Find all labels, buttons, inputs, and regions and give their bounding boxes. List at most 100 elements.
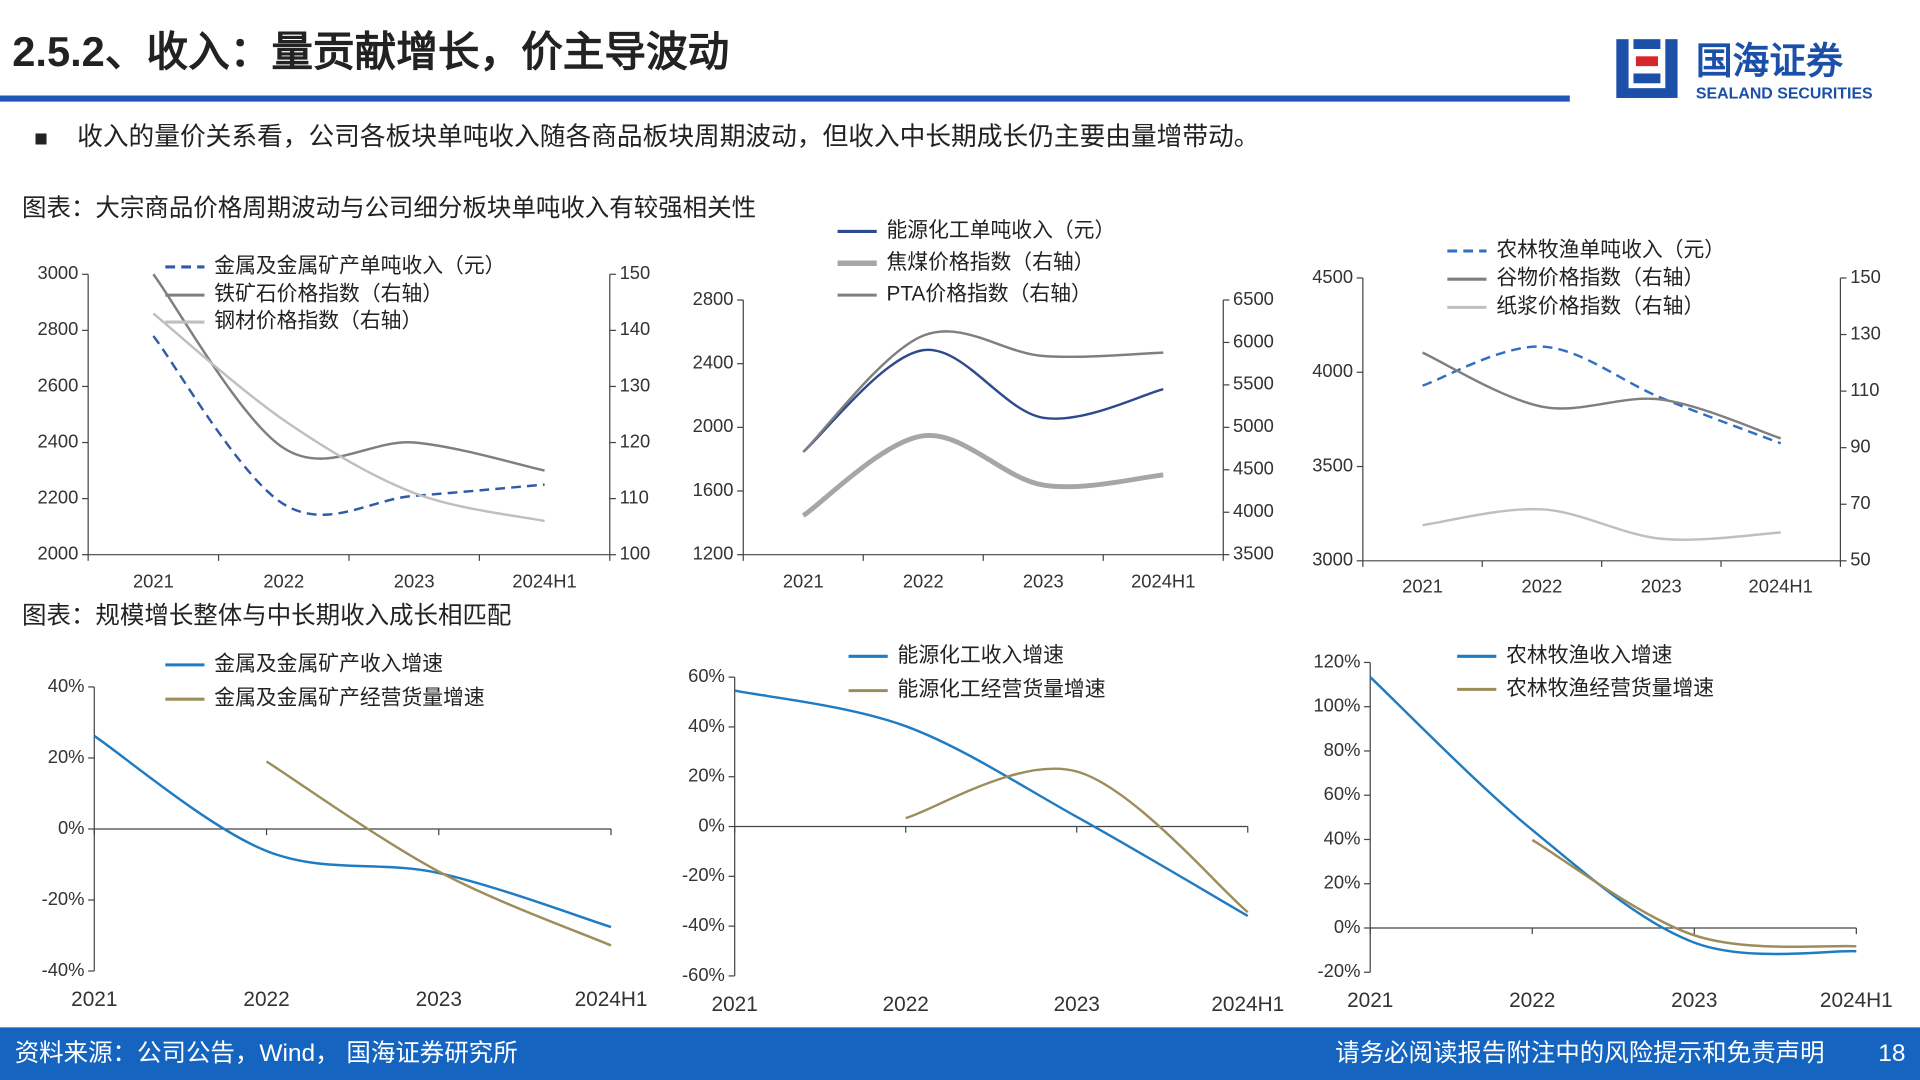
legend-label: 能源化工收入增速 [898,644,1064,667]
legend-label: 铁矿石价格指数（右轴） [214,283,443,306]
y-tick-label: 2800 [38,318,79,339]
series-line [93,734,612,929]
y-tick-label: 20% [688,765,725,786]
legend-label: 农林牧渔收入增速 [1506,644,1672,667]
y2-tick-label: 5500 [1233,373,1274,394]
y-tick-label: 4000 [1312,360,1353,381]
legend-label: 金属及金属矿产收入增速 [214,652,443,675]
y2-tick-label: 130 [1850,322,1881,343]
x-tick-label: 2021 [71,988,117,1011]
y2-tick-label: 70 [1850,492,1870,513]
x-tick-label: 2022 [243,988,289,1011]
y-tick-label: -20% [1318,960,1361,981]
x-tick-label: 2021 [133,571,174,592]
legend-label: 能源化工经营货量增速 [898,678,1106,701]
legend-label: 焦煤价格指数（右轴） [887,251,1095,274]
series-line [152,273,545,472]
y-tick-label: 40% [48,675,85,696]
y-tick-label: 0% [1334,916,1361,937]
y-tick-label: 3000 [38,262,79,283]
x-tick-label: 2023 [1054,993,1100,1016]
bullet-text: 收入的量价关系看，公司各板块单吨收入随各商品板块周期波动，但收入中长期成长仍主要… [77,122,1259,151]
series-line [802,348,1164,453]
series-line [1422,345,1782,445]
y-tick-label: 1600 [693,479,734,500]
x-tick-label: 2022 [1509,989,1555,1012]
legend-label: PTA价格指数（右轴） [887,283,1092,306]
y-tick-label: 20% [1324,872,1361,893]
logo-subtitle: SEALAND SECURITIES [1696,85,1873,102]
x-tick-label: 2021 [1402,576,1443,597]
y-tick-label: 0% [58,817,85,838]
y-tick-label: 40% [688,715,725,736]
y-tick-label: 40% [1324,827,1361,848]
legend-label: 农林牧渔经营货量增速 [1506,677,1714,700]
logo-name: 国海证券 [1696,40,1843,81]
y-tick-label: 0% [698,814,725,835]
series-line [801,433,1164,518]
bullet-marker [35,133,47,145]
y-tick-label: 60% [1324,783,1361,804]
y2-tick-label: 6500 [1233,288,1274,309]
x-tick-label: 2022 [263,571,304,592]
title-rule [0,95,1570,102]
y-tick-label: 3000 [1312,549,1353,570]
y-tick-label: 2400 [693,352,734,373]
series-line [905,767,1249,914]
x-tick-label: 2022 [883,993,929,1016]
x-tick-label: 2023 [394,571,435,592]
series-line [802,330,1164,453]
y2-tick-label: 6000 [1233,330,1274,351]
y-tick-label: -40% [682,914,725,935]
x-tick-label: 2024H1 [1211,993,1284,1016]
x-tick-label: 2024H1 [512,571,576,592]
y-tick-label: -40% [42,959,85,980]
x-tick-label: 2022 [1522,576,1563,597]
y-tick-label: 100% [1313,695,1360,716]
series-line [152,335,545,516]
footer-source: 资料来源：公司公告，Wind， 国海证券研究所 [15,1039,518,1067]
y-tick-label: 1200 [693,543,734,564]
legend-label: 能源化工单吨收入（元） [887,219,1116,242]
figure-caption: 图表：大宗商品价格周期波动与公司细分板块单吨收入有较强相关性 [22,194,756,222]
y-tick-label: 2000 [38,543,79,564]
x-tick-label: 2023 [1671,989,1717,1012]
x-tick-label: 2024H1 [1749,576,1813,597]
series-line [1531,838,1857,949]
y-tick-label: 2800 [693,288,734,309]
x-tick-label: 2021 [712,993,758,1016]
series-line [734,689,1249,917]
legend-label: 金属及金属矿产单吨收入（元） [214,254,505,277]
y2-tick-label: 4500 [1233,458,1274,479]
y2-tick-label: 100 [620,543,651,564]
y2-tick-label: 150 [1850,266,1881,287]
y2-tick-label: 4000 [1233,500,1274,521]
logo-icon [1616,39,1678,98]
footer-disclaimer: 请务必阅读报告附注中的风险提示和免责声明 [1335,1039,1824,1067]
y2-tick-label: 150 [620,262,651,283]
y-tick-label: -20% [42,888,85,909]
legend-label: 金属及金属矿产经营货量增速 [214,687,484,710]
footer-bar [0,1027,1920,1080]
series-line [152,312,545,523]
series-line [1369,676,1857,956]
y2-tick-label: 140 [620,318,651,339]
y-tick-label: 2400 [38,430,79,451]
figure-caption: 图表：规模增长整体与中长期收入成长相匹配 [22,602,511,630]
y-tick-label: 4500 [1312,266,1353,287]
y-tick-label: 20% [48,746,85,767]
x-tick-label: 2023 [1641,576,1682,597]
legend-label: 谷物价格指数（右轴） [1496,267,1704,290]
y-tick-label: 2200 [38,486,79,507]
x-tick-label: 2021 [783,571,824,592]
y2-tick-label: 50 [1850,549,1870,570]
x-tick-label: 2023 [1023,571,1064,592]
legend-label: 农林牧渔单吨收入（元） [1496,239,1725,262]
x-tick-label: 2023 [416,988,462,1011]
x-tick-label: 2021 [1347,989,1393,1012]
y-tick-label: -20% [682,864,725,885]
y-tick-label: 2000 [693,415,734,436]
y-tick-label: 2600 [38,374,79,395]
legend-label: 钢材价格指数（右轴） [214,310,422,333]
